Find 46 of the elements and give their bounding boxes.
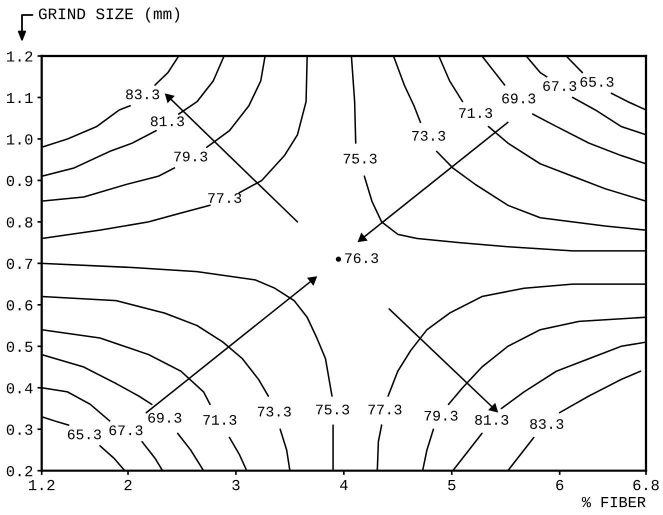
x-tick-label: 6 [556, 480, 564, 490]
series-label: 77.3 [208, 193, 242, 203]
series-label: 83.3 [530, 419, 564, 429]
series-label: 73.3 [258, 406, 291, 417]
y-tick-label: 0.6 [6, 300, 32, 311]
series-label: 69.3 [148, 412, 182, 423]
series-label: 65.3 [68, 429, 101, 440]
x-tick-label: 6.8 [633, 480, 659, 490]
y-tick-label: 0.4 [6, 383, 33, 394]
series-label: 71.3 [459, 108, 492, 118]
y-tick-label: 0.3 [6, 424, 32, 435]
series-label: 67.3 [109, 425, 142, 436]
series-label: 79.3 [174, 152, 208, 162]
series-label: 75.3 [316, 404, 350, 414]
x-tick-label: 1.2 [29, 480, 54, 490]
x-tick-label: 2 [124, 480, 132, 490]
y-tick-label: 1.1 [6, 92, 33, 104]
y-tick-label: 0.5 [6, 342, 32, 352]
point [488, 403, 498, 412]
point [358, 233, 368, 242]
y-tick-label: 0.7 [6, 258, 32, 270]
x-tick-label: 4 [340, 480, 348, 490]
x-axis-title: % FIBER [582, 496, 646, 508]
point [307, 276, 317, 286]
series-label: 83.3 [126, 89, 160, 100]
y-tick-label: 0.9 [6, 176, 32, 186]
series-label: 65.3 [580, 76, 614, 87]
series-label: 77.3 [368, 404, 402, 414]
point [164, 94, 174, 103]
x-tick-label: 3 [232, 480, 240, 490]
y-tick-label: 0.8 [6, 217, 32, 228]
series-label: 71.3 [203, 414, 236, 425]
series-label: 75.3 [344, 154, 377, 164]
series-label: 81.3 [150, 116, 184, 126]
series-label: 81.3 [475, 414, 508, 425]
series-label: 67.3 [543, 81, 576, 92]
y-tick-label: 1.2 [6, 51, 32, 62]
y-axis-title: GRIND SIZE (mm) [38, 8, 180, 22]
annotation: 76.3 [345, 253, 378, 264]
series-label: 73.3 [412, 130, 446, 141]
x-tick-label: 5 [448, 480, 456, 490]
y-tick-label: 0.2 [6, 466, 32, 476]
series-label: 69.3 [502, 94, 536, 104]
point [336, 256, 342, 262]
series-label: 79.3 [424, 410, 458, 421]
y-tick-label: 1.0 [6, 134, 32, 145]
